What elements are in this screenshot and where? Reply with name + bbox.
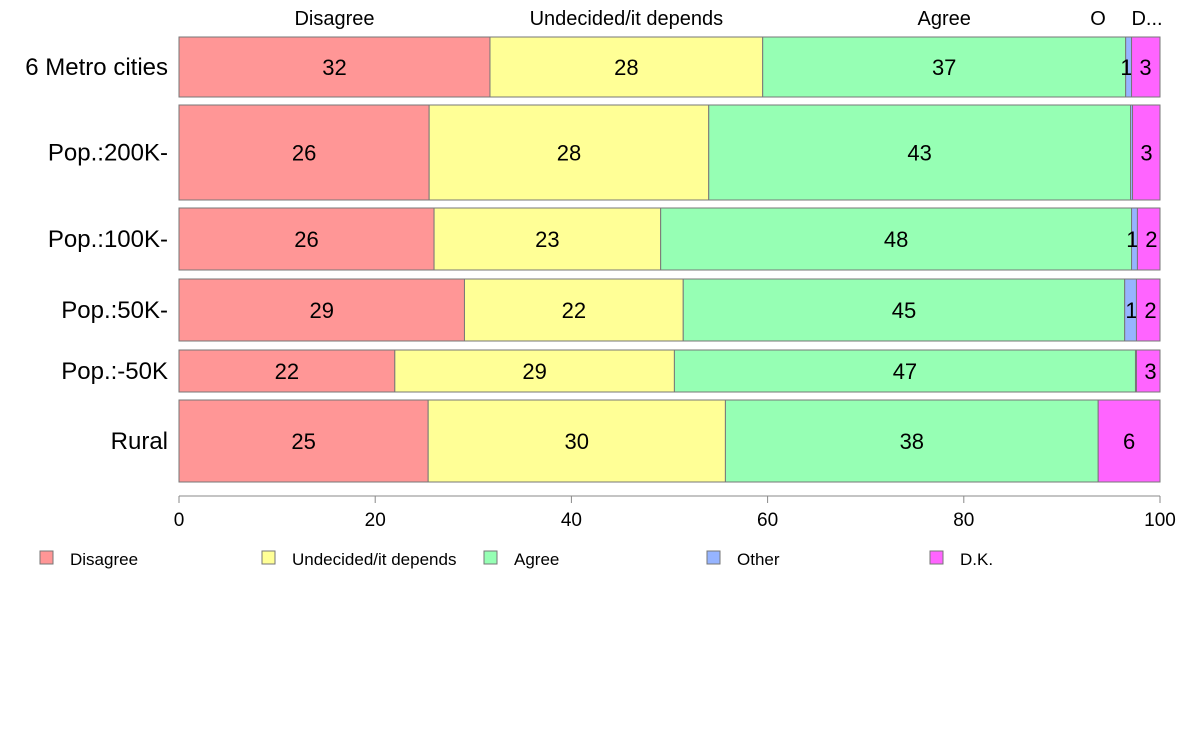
bar-pop-100k-undecided-it-depends [433,207,662,271]
x-axis: 0 20 40 60 80 100 [174,495,1176,531]
legend-swatch-agree [483,550,498,565]
data-label-rural-disagree: 25 [291,429,315,454]
bar-pop-50k-undecided-it-depends [463,278,684,342]
top-label-undecided-it-depends: Undecided/it depends [530,8,723,30]
bar-rural-d-k [1097,399,1161,483]
legend-label-other: Other [737,550,780,569]
data-label-pop-50k-agree: 47 [893,359,917,384]
bar-pop-200k-agree [708,104,1132,201]
bar-pop-200k-d-k [1132,104,1161,201]
row-label-6-metro-cities: 6 Metro cities [25,54,168,81]
bar-pop-200k-undecided-it-depends [428,104,710,201]
bar-rural-undecided-it-depends [427,399,726,483]
bar-pop-50k-d-k [1135,349,1161,393]
data-label-pop-50k-d-k: 2 [1144,298,1156,323]
data-label-pop-50k-d-k: 3 [1144,359,1156,384]
bar-6-metro-cities-d-k [1131,36,1161,98]
data-label-rural-agree: 38 [900,429,924,454]
data-label-6-metro-cities-d-k: 3 [1139,55,1151,80]
data-label-rural-undecided-it-depends: 30 [565,429,589,454]
data-label-pop-50k-agree: 45 [892,298,916,323]
data-label-pop-200k-disagree: 26 [292,141,316,166]
row-label-rural: Rural [111,428,168,455]
data-label-pop-50k-undecided-it-depends: 22 [562,298,586,323]
bar-6-metro-cities-disagree [178,36,491,98]
data-label-pop-50k-disagree: 22 [275,359,299,384]
data-label-6-metro-cities-disagree: 32 [322,55,346,80]
bar-6-metro-cities-undecided-it-depends [489,36,764,98]
bar-pop-50k-agree [682,278,1126,342]
x-tick-label-80: 80 [953,510,974,531]
bar-pop-50k-disagree [178,278,465,342]
legend: Disagree Undecided/it depends Agree Other D.… [39,550,993,569]
data-label-pop-50k-disagree: 29 [309,298,333,323]
data-label-6-metro-cities-agree: 37 [932,55,956,80]
bar-pop-100k-d-k [1136,207,1161,271]
bar-pop-50k-agree [673,349,1136,393]
row-label-pop-50k: Pop.:50K- [61,297,168,324]
row-label-pop-50k: Pop.:-50K [61,358,168,385]
row-label-pop-200k: Pop.:200K- [48,140,168,167]
data-label-pop-200k-undecided-it-depends: 28 [557,141,581,166]
data-label-pop-200k-d-k: 3 [1140,141,1152,166]
bar-pop-100k-disagree [178,207,435,271]
top-label-disagree: Disagree [294,8,374,30]
legend-swatch-undecided-it-depends [261,550,276,565]
data-label-pop-50k-other: 1 [1125,298,1137,323]
x-tick-label-40: 40 [561,510,582,531]
data-label-pop-200k-agree: 43 [907,141,931,166]
row-labels: 6 Metro cities Pop.:200K- Pop.:100K- Pop.:5… [25,54,168,455]
x-tick-label-0: 0 [174,510,185,531]
x-tick-label-100: 100 [1144,510,1176,531]
bars: 32 28 37 1 326 28 43 326 23 48 1 229 22 45 1 222 29 47 325… [178,36,1161,483]
x-tick-label-20: 20 [365,510,386,531]
legend-label-undecided-it-depends: Undecided/it depends [292,550,456,569]
legend-label-disagree: Disagree [70,550,138,569]
legend-label-d-k: D.K. [960,550,993,569]
row-label-pop-100k: Pop.:100K- [48,226,168,253]
data-label-pop-50k-undecided-it-depends: 29 [522,359,546,384]
data-label-6-metro-cities-undecided-it-depends: 28 [614,55,638,80]
top-label-agree: Agree [917,8,970,30]
data-label-pop-100k-d-k: 2 [1145,227,1157,252]
bar-6-metro-cities-agree [762,36,1127,98]
data-label-pop-100k-disagree: 26 [294,227,318,252]
legend-swatch-disagree [39,550,54,565]
bar-pop-50k-undecided-it-depends [394,349,675,393]
data-label-pop-100k-agree: 48 [884,227,908,252]
top-labels: Disagree Undecided/it depends Agree O D... [294,8,1162,30]
data-label-rural-d-k: 6 [1123,429,1135,454]
legend-label-agree: Agree [514,550,559,569]
data-label-pop-100k-undecided-it-depends: 23 [535,227,559,252]
bar-pop-50k-d-k [1135,278,1161,342]
data-label-6-metro-cities-other: 1 [1120,55,1132,80]
x-tick-label-60: 60 [757,510,778,531]
data-label-pop-100k-other: 1 [1126,227,1138,252]
bar-rural-disagree [178,399,429,483]
top-label-other: O [1090,8,1106,30]
legend-swatch-other [706,550,721,565]
bar-pop-200k-disagree [178,104,430,201]
bar-pop-100k-agree [660,207,1133,271]
top-label-d-k: D... [1131,8,1162,30]
legend-swatch-d-k [929,550,944,565]
